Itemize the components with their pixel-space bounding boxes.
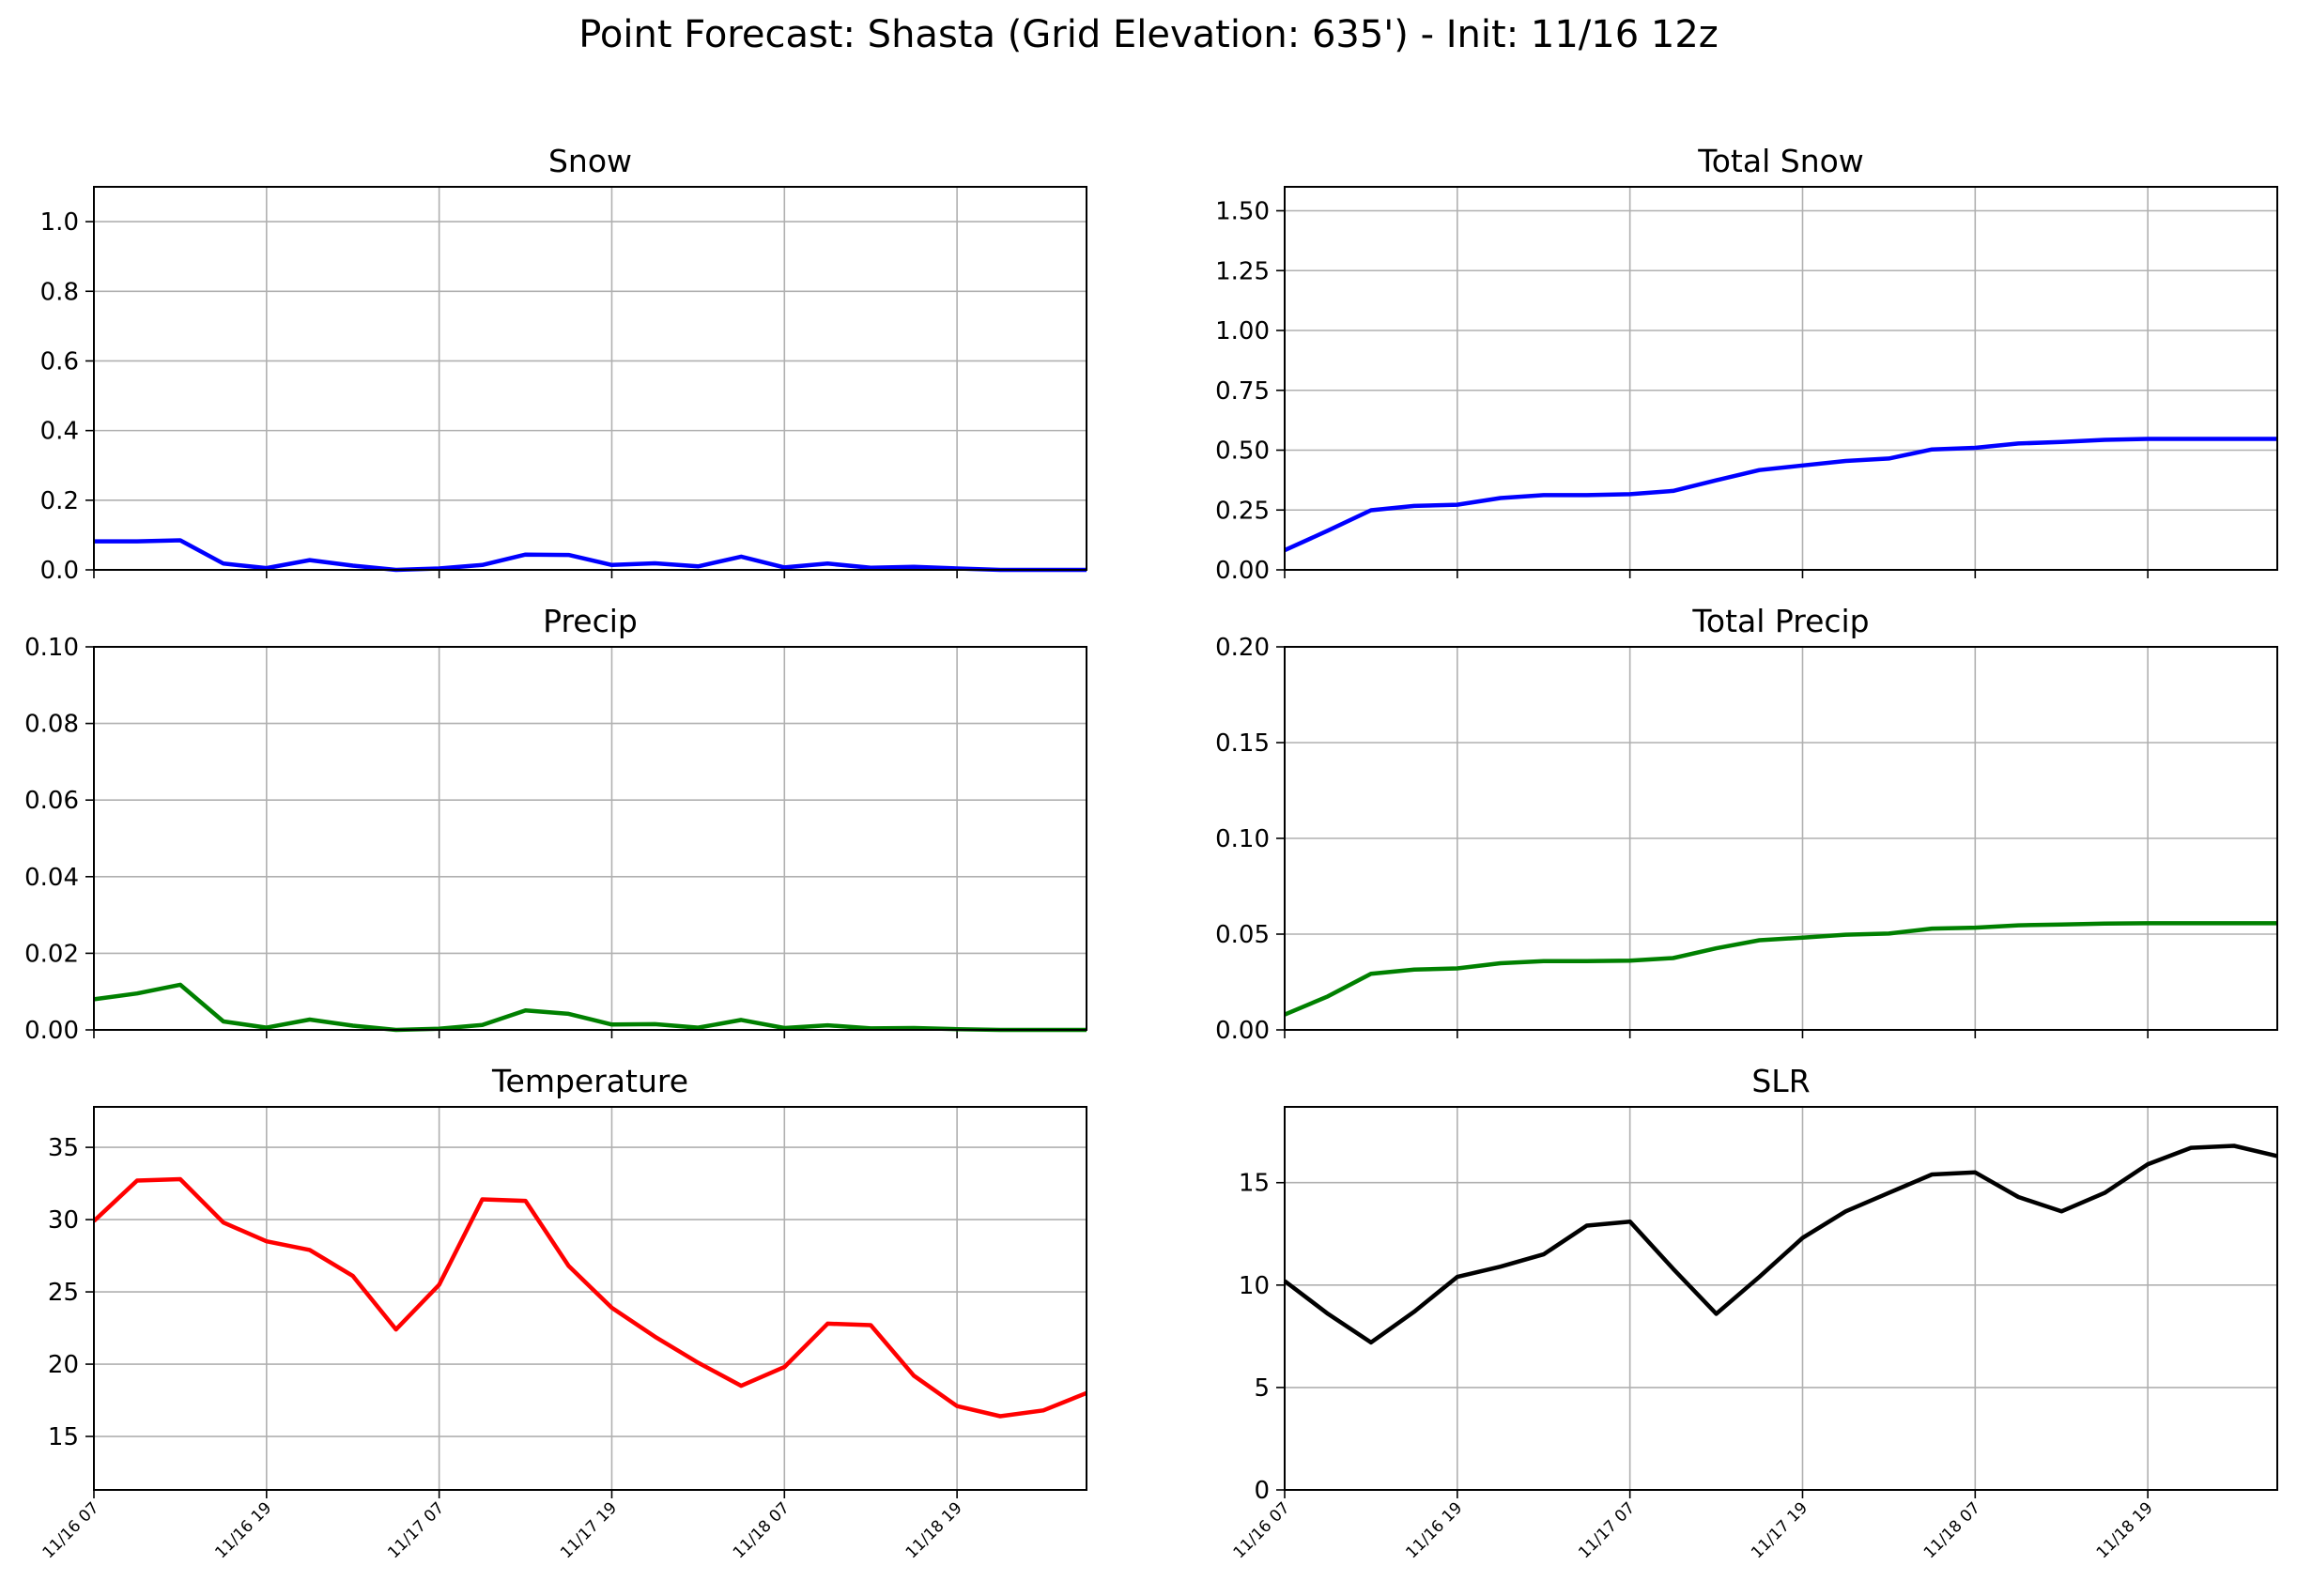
snow-title: Snow xyxy=(548,143,632,179)
temperature-xtick-label-3: 11/17 19 xyxy=(557,1498,621,1562)
precip-title: Precip xyxy=(543,603,638,639)
total-precip-panel: Total Precip 0.00 0.05 0.10 0.15 0.20 xyxy=(1215,603,2278,1045)
snow-axes-frame xyxy=(93,186,1087,571)
total-snow-ytick-label-1: 0.25 xyxy=(1215,497,1270,525)
temperature-xtick-label-2: 11/17 07 xyxy=(384,1498,448,1562)
total-snow-ytick-label-5: 1.25 xyxy=(1215,257,1270,285)
temperature-xtick-label-1: 11/16 19 xyxy=(211,1498,275,1562)
snow-ytick-label-2: 0.4 xyxy=(40,418,79,446)
snow-panel: Snow 0.0 0.2 0.4 0.6 0.8 1.0 xyxy=(40,143,1087,585)
snow-ytick-label-4: 0.8 xyxy=(40,278,79,306)
total-snow-title: Total Snow xyxy=(1697,143,1864,179)
temperature-series-line xyxy=(92,1176,1087,1419)
temperature-xtick-label-4: 11/18 07 xyxy=(730,1498,794,1562)
temperature-ytick-label-1: 20 xyxy=(48,1351,79,1379)
total-precip-axes-frame xyxy=(1284,646,2278,1031)
precip-ytick-label-3: 0.06 xyxy=(24,787,79,815)
temperature-ytick-label-2: 25 xyxy=(48,1279,79,1307)
slr-xtick-label-3: 11/17 19 xyxy=(1748,1498,1811,1562)
total-snow-panel: Total Snow 0.00 0.25 0.50 0.75 1.00 1.25 1.50 xyxy=(1215,143,2278,585)
total-precip-ytick-label-1: 0.05 xyxy=(1215,921,1270,949)
snow-series-line xyxy=(94,538,1087,573)
precip-axes-frame xyxy=(93,646,1087,1031)
slr-xtick-label-2: 11/17 07 xyxy=(1575,1498,1639,1562)
precip-ytick-label-1: 0.02 xyxy=(24,940,79,968)
total-precip-series-line xyxy=(1284,921,2277,1017)
temperature-xtick-label-5: 11/18 19 xyxy=(902,1498,966,1562)
total-snow-ytick-label-6: 1.50 xyxy=(1215,198,1270,226)
slr-xtick-label-0: 11/16 07 xyxy=(1230,1498,1294,1562)
precip-ytick-label-2: 0.04 xyxy=(24,864,79,892)
total-snow-ytick-label-4: 1.00 xyxy=(1215,317,1270,345)
snow-ytick-label-3: 0.6 xyxy=(40,347,79,376)
total-snow-ytick-label-3: 0.75 xyxy=(1215,377,1270,406)
total-precip-ytick-label-2: 0.10 xyxy=(1215,825,1270,853)
slr-ytick-label-1: 5 xyxy=(1254,1374,1270,1403)
temperature-xtick-label-0: 11/16 07 xyxy=(39,1498,103,1562)
temperature-ytick-label-0: 15 xyxy=(48,1423,79,1451)
snow-ytick-label-0: 0.0 xyxy=(40,557,79,585)
temperature-axes-frame xyxy=(93,1106,1087,1491)
slr-xtick-label-1: 11/16 19 xyxy=(1402,1498,1466,1562)
temperature-ytick-label-3: 30 xyxy=(48,1206,79,1235)
slr-xtick-label-4: 11/18 07 xyxy=(1920,1498,1984,1562)
temperature-title: Temperature xyxy=(491,1063,688,1099)
total-precip-title: Total Precip xyxy=(1691,603,1869,639)
total-snow-ytick-label-2: 0.50 xyxy=(1215,437,1270,466)
precip-ytick-label-4: 0.08 xyxy=(24,711,79,739)
slr-xtick-label-5: 11/18 19 xyxy=(2093,1498,2157,1562)
figure-title: Point Forecast: Shasta (Grid Elevation: … xyxy=(578,13,1719,56)
precip-ytick-label-5: 0.10 xyxy=(24,634,79,662)
slr-ytick-label-0: 0 xyxy=(1254,1477,1270,1505)
temperature-ytick-label-4: 35 xyxy=(48,1134,79,1162)
total-precip-ytick-label-4: 0.20 xyxy=(1215,634,1270,662)
total-snow-series-line xyxy=(1284,437,2277,553)
temperature-panel: Temperature 15 20 25 30 35 11/16 07 11/16 19 11/… xyxy=(39,1063,1087,1562)
slr-series-line xyxy=(1283,1143,2278,1345)
total-snow-axes-frame xyxy=(1284,186,2278,571)
slr-panel: SLR 0 5 10 15 11/16 07 11/16 19 11/17 07 11/17 1… xyxy=(1230,1063,2278,1562)
slr-title: SLR xyxy=(1751,1063,1810,1099)
slr-ytick-label-3: 15 xyxy=(1239,1170,1270,1198)
slr-ytick-label-2: 10 xyxy=(1239,1272,1270,1300)
precip-series-line xyxy=(93,982,1087,1033)
precip-panel: Precip 0.00 0.02 0.04 0.06 0.08 0.10 xyxy=(24,603,1087,1045)
snow-ytick-label-1: 0.2 xyxy=(40,487,79,515)
precip-ytick-label-0: 0.00 xyxy=(24,1017,79,1045)
total-precip-ytick-label-0: 0.00 xyxy=(1215,1017,1270,1045)
total-snow-ytick-label-0: 0.00 xyxy=(1215,557,1270,585)
snow-ytick-label-5: 1.0 xyxy=(40,208,79,237)
total-precip-ytick-label-3: 0.15 xyxy=(1215,729,1270,758)
slr-axes-frame xyxy=(1284,1106,2278,1491)
